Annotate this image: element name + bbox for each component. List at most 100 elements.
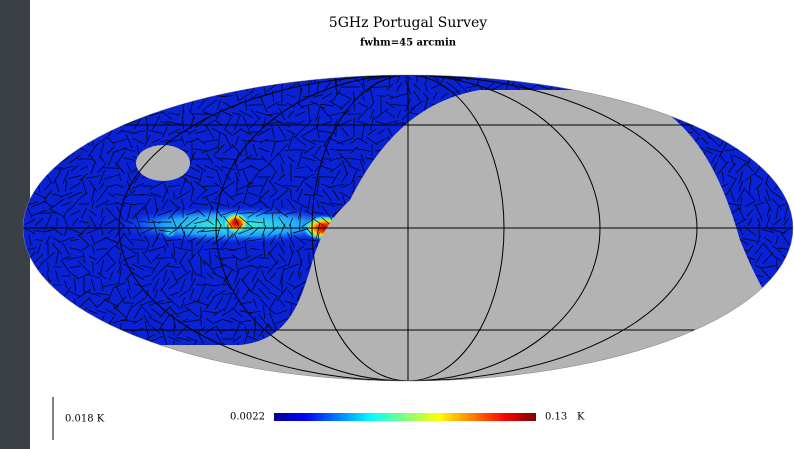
vector bbox=[607, 95, 624, 98]
vector bbox=[592, 364, 601, 367]
vector bbox=[778, 112, 793, 117]
vector bbox=[62, 350, 70, 363]
vector bbox=[731, 118, 733, 127]
vector bbox=[627, 86, 640, 88]
vector bbox=[731, 341, 733, 356]
vector bbox=[81, 90, 86, 101]
sky-map: 5GHz Portugal Survey fwhm=45 arcmin 0.01… bbox=[0, 0, 794, 449]
vector bbox=[780, 103, 793, 107]
vector bbox=[559, 74, 562, 81]
vector bbox=[679, 84, 694, 90]
vector bbox=[781, 122, 791, 125]
vector bbox=[59, 311, 74, 313]
vector bbox=[53, 77, 61, 78]
vector bbox=[79, 365, 89, 366]
vector bbox=[35, 157, 43, 161]
vector bbox=[36, 118, 42, 128]
vector bbox=[763, 159, 774, 160]
vector bbox=[746, 119, 754, 126]
vector bbox=[124, 73, 134, 82]
vector bbox=[765, 89, 770, 104]
vector bbox=[582, 72, 595, 83]
vector bbox=[71, 311, 79, 312]
vector bbox=[716, 128, 729, 135]
vector bbox=[93, 126, 94, 138]
vector bbox=[647, 350, 655, 363]
vector bbox=[653, 85, 667, 90]
vector bbox=[53, 122, 61, 124]
vector bbox=[37, 173, 41, 182]
vector bbox=[631, 89, 636, 104]
vector bbox=[568, 73, 573, 83]
vector bbox=[54, 124, 60, 141]
colorbar-max: 0.13 bbox=[545, 412, 567, 423]
vector bbox=[613, 83, 616, 91]
vector bbox=[717, 325, 729, 335]
vector bbox=[78, 336, 91, 343]
vector bbox=[690, 110, 701, 118]
vector bbox=[779, 293, 793, 295]
vector bbox=[701, 119, 710, 127]
vector bbox=[764, 166, 771, 170]
vector bbox=[27, 83, 33, 91]
vector bbox=[258, 374, 270, 377]
vector bbox=[620, 371, 627, 379]
colorbar-min: 0.0022 bbox=[230, 412, 265, 423]
vector bbox=[87, 333, 98, 344]
vector bbox=[701, 101, 709, 108]
vector bbox=[97, 118, 107, 127]
vector bbox=[776, 72, 778, 84]
vector bbox=[59, 365, 72, 367]
vector bbox=[726, 102, 737, 108]
vector bbox=[493, 77, 503, 78]
vector bbox=[186, 75, 198, 80]
vector bbox=[667, 350, 671, 364]
vector bbox=[610, 365, 619, 367]
vector bbox=[164, 78, 166, 96]
vector bbox=[27, 134, 33, 148]
vector bbox=[77, 85, 92, 88]
vector bbox=[107, 354, 115, 359]
vector bbox=[685, 110, 689, 119]
vector bbox=[68, 95, 82, 97]
vector bbox=[551, 71, 554, 85]
vector bbox=[629, 368, 638, 383]
vector bbox=[90, 353, 95, 361]
vector bbox=[125, 356, 133, 358]
vector bbox=[620, 75, 628, 80]
vector bbox=[27, 342, 34, 354]
vector bbox=[122, 104, 137, 106]
vector bbox=[29, 280, 31, 290]
vector bbox=[782, 72, 791, 84]
vector bbox=[704, 370, 706, 380]
vector bbox=[772, 341, 782, 355]
vector bbox=[61, 126, 70, 138]
vector bbox=[295, 76, 305, 80]
vector bbox=[776, 322, 777, 338]
vector bbox=[757, 92, 761, 99]
vector bbox=[37, 332, 40, 346]
vector bbox=[35, 304, 42, 320]
vector bbox=[654, 355, 667, 358]
vector bbox=[71, 140, 79, 142]
vector bbox=[184, 356, 201, 357]
vector bbox=[675, 352, 681, 363]
vector bbox=[220, 86, 237, 88]
vector bbox=[138, 98, 139, 112]
vector bbox=[688, 96, 704, 97]
vector bbox=[541, 72, 546, 84]
vector bbox=[202, 85, 219, 89]
vector bbox=[94, 101, 109, 108]
vector bbox=[566, 367, 574, 383]
vector bbox=[760, 321, 777, 322]
vector bbox=[575, 83, 584, 91]
vector bbox=[68, 360, 81, 372]
vector bbox=[214, 73, 224, 83]
vector bbox=[178, 357, 187, 358]
vector bbox=[700, 334, 710, 343]
vector bbox=[524, 74, 526, 83]
vector bbox=[127, 370, 132, 380]
vector bbox=[697, 355, 712, 360]
vector bbox=[656, 360, 664, 371]
vector bbox=[114, 352, 126, 362]
